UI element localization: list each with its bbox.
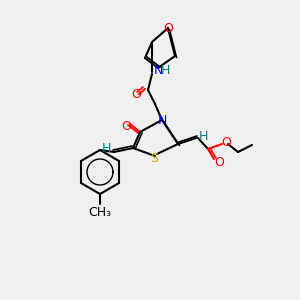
Text: N: N <box>153 64 163 77</box>
Text: S: S <box>150 152 158 166</box>
Text: H: H <box>198 130 208 142</box>
Text: O: O <box>214 155 224 169</box>
Text: O: O <box>221 136 231 149</box>
Text: CH₃: CH₃ <box>88 206 112 218</box>
Text: O: O <box>131 88 141 101</box>
Text: O: O <box>121 119 131 133</box>
Text: H: H <box>101 142 111 155</box>
Text: O: O <box>163 22 173 34</box>
Text: H: H <box>160 64 170 77</box>
Text: N: N <box>157 113 167 127</box>
